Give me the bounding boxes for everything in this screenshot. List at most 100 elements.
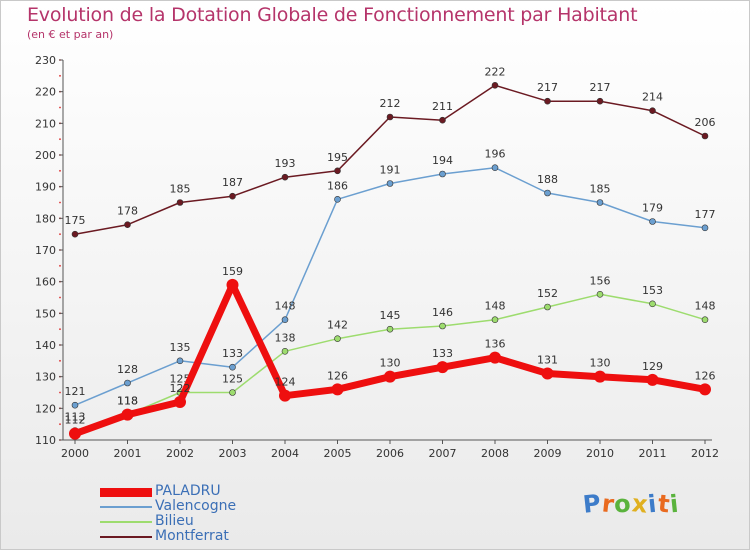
data-label-paladru: 131 — [537, 354, 558, 367]
y-tick-label: 200 — [35, 149, 56, 162]
data-point-montferrat — [439, 116, 446, 124]
data-point-paladru — [699, 383, 711, 396]
y-tick-label: 170 — [35, 244, 56, 257]
data-point-paladru — [594, 370, 606, 383]
data-label-paladru: 126 — [695, 369, 716, 382]
x-tick-label: 2008 — [481, 447, 509, 460]
data-label-paladru: 133 — [432, 347, 453, 360]
x-tick-label: 2001 — [114, 447, 142, 460]
data-label-bilieu: 145 — [380, 309, 401, 322]
data-point-valencogne — [229, 363, 236, 371]
y-tick-label: 160 — [35, 276, 56, 289]
data-label-valencogne: 191 — [380, 164, 401, 177]
data-label-montferrat: 214 — [642, 91, 663, 104]
data-point-paladru — [226, 278, 239, 291]
data-point-bilieu — [281, 348, 289, 355]
data-label-montferrat: 206 — [695, 116, 716, 129]
data-point-valencogne — [386, 180, 394, 187]
data-point-bilieu — [596, 291, 604, 298]
data-point-valencogne — [334, 196, 341, 203]
data-label-bilieu: 113 — [65, 411, 86, 424]
data-label-paladru: 112 — [65, 414, 86, 427]
legend-swatch — [100, 506, 152, 508]
data-point-montferrat — [544, 97, 551, 105]
data-label-bilieu: 142 — [327, 319, 348, 332]
data-label-valencogne: 185 — [590, 183, 611, 196]
data-point-montferrat — [596, 97, 604, 105]
x-tick-label: 2005 — [324, 447, 352, 460]
data-label-valencogne: 188 — [537, 173, 558, 186]
data-point-valencogne — [124, 379, 131, 387]
data-point-bilieu — [386, 325, 394, 333]
y-tick-label: 120 — [35, 402, 56, 415]
data-label-valencogne: 148 — [275, 300, 296, 313]
data-label-valencogne: 121 — [65, 385, 86, 398]
y-tick-label: 110 — [35, 434, 56, 447]
data-point-montferrat — [176, 199, 184, 206]
legend-swatch — [100, 536, 152, 538]
x-tick-label: 2002 — [166, 447, 194, 460]
data-label-bilieu: 152 — [537, 287, 558, 300]
x-tick-label: 2004 — [271, 447, 299, 460]
y-minor-tick — [59, 138, 61, 141]
data-label-montferrat: 212 — [380, 97, 401, 110]
data-point-bilieu — [701, 316, 709, 323]
data-label-montferrat: 195 — [327, 151, 348, 164]
data-point-paladru — [384, 370, 396, 383]
data-label-paladru: 122 — [170, 382, 191, 395]
data-point-valencogne — [71, 401, 79, 409]
legend-label: Valencogne — [155, 498, 237, 514]
proxiti-logo: Proxiti — [581, 489, 681, 519]
data-point-paladru — [646, 373, 659, 386]
data-label-valencogne: 128 — [117, 363, 138, 376]
data-label-bilieu: 148 — [485, 300, 506, 313]
data-label-paladru: 136 — [485, 338, 506, 351]
data-point-bilieu — [544, 303, 551, 311]
data-point-paladru — [489, 351, 501, 364]
y-minor-tick — [59, 391, 61, 394]
data-label-valencogne: 133 — [222, 347, 243, 360]
data-point-montferrat — [71, 230, 79, 238]
x-tick-label: 2003 — [219, 447, 247, 460]
legend-swatch — [100, 521, 152, 523]
data-point-bilieu — [229, 389, 236, 396]
data-label-bilieu: 148 — [695, 300, 716, 313]
x-tick-label: 2000 — [61, 447, 89, 460]
data-label-paladru: 118 — [117, 395, 138, 408]
data-point-bilieu — [491, 316, 499, 323]
data-point-paladru — [331, 383, 344, 396]
data-label-montferrat: 185 — [170, 183, 191, 196]
y-minor-tick — [59, 359, 61, 362]
data-point-valencogne — [491, 164, 499, 171]
data-point-paladru — [436, 361, 449, 374]
data-point-bilieu — [334, 335, 341, 342]
y-minor-tick — [59, 264, 61, 267]
data-label-paladru: 129 — [642, 360, 663, 373]
data-point-montferrat — [386, 113, 394, 121]
data-point-montferrat — [649, 107, 656, 114]
data-point-paladru — [541, 367, 554, 380]
legend-swatch — [100, 488, 152, 497]
y-tick-label: 130 — [35, 371, 56, 384]
y-tick-label: 220 — [35, 86, 56, 99]
data-point-paladru — [121, 408, 134, 421]
data-point-valencogne — [649, 218, 656, 225]
data-label-bilieu: 146 — [432, 306, 453, 319]
x-tick-label: 2009 — [534, 447, 562, 460]
data-label-montferrat: 217 — [590, 81, 611, 94]
data-point-valencogne — [596, 199, 604, 206]
data-point-paladru — [174, 396, 186, 408]
legend-label: Montferrat — [155, 528, 229, 544]
y-minor-tick — [59, 169, 61, 172]
data-label-bilieu: 125 — [222, 373, 243, 386]
data-point-valencogne — [439, 170, 446, 178]
data-label-valencogne: 194 — [432, 154, 453, 167]
y-tick-label: 190 — [35, 181, 56, 194]
y-tick-label: 210 — [35, 117, 56, 130]
x-tick-label: 2010 — [586, 447, 614, 460]
data-point-montferrat — [229, 192, 236, 200]
data-label-bilieu: 118 — [117, 395, 138, 408]
y-tick-label: 230 — [35, 54, 56, 67]
x-tick-label: 2011 — [639, 447, 667, 460]
